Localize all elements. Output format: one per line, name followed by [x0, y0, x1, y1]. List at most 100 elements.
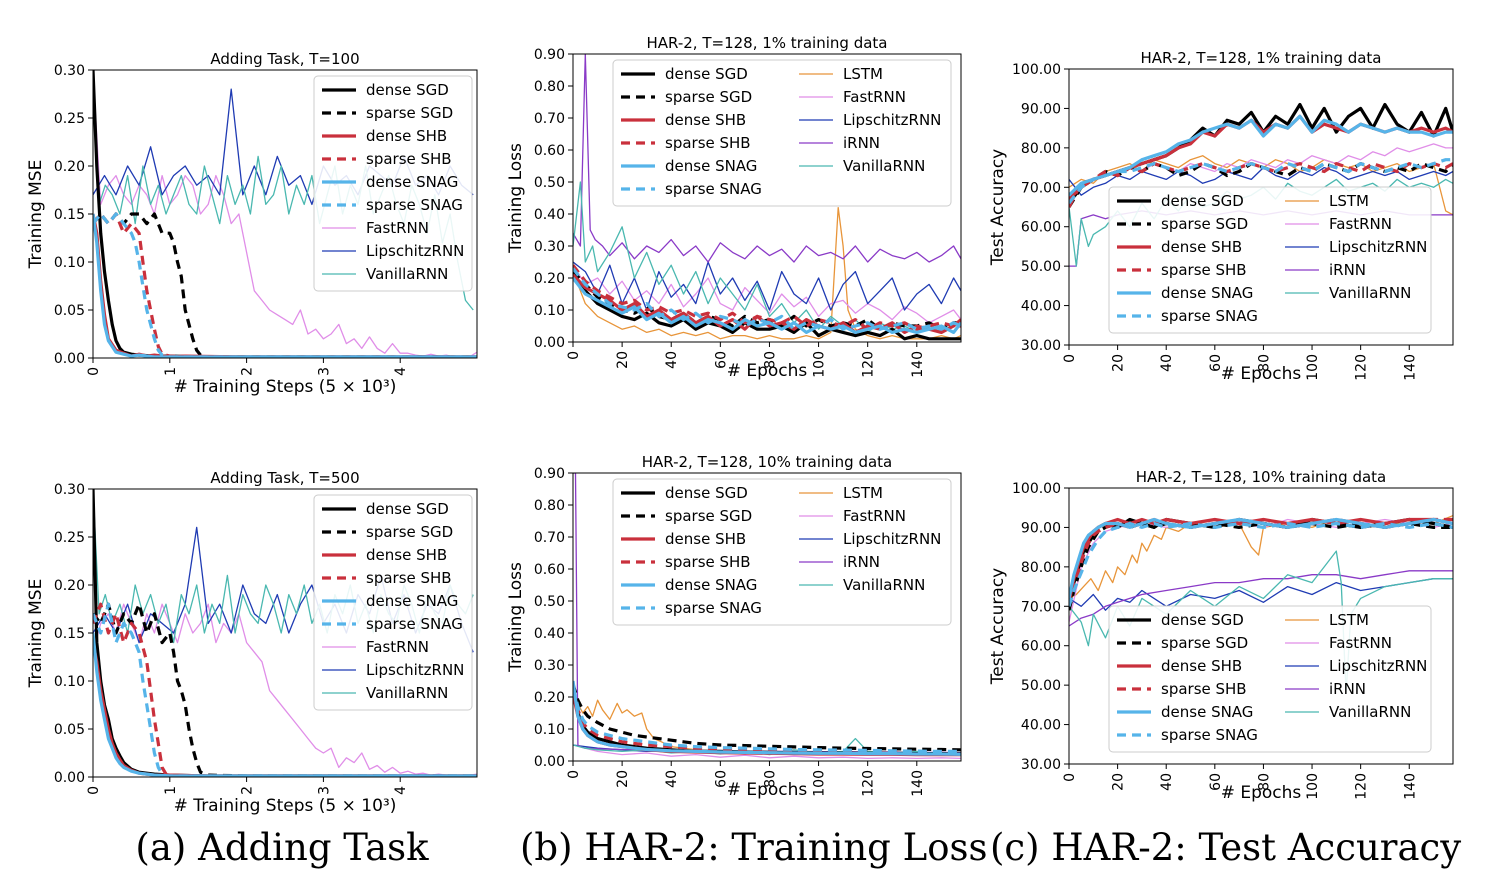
x-tick-label: 0 — [1062, 354, 1078, 363]
chart-title: HAR-2, T=128, 10% training data — [1136, 468, 1387, 486]
legend-label-sparse-snag: sparse SNAG — [366, 196, 463, 214]
legend-box — [313, 75, 473, 292]
legend: dense SGD sparse SGD dense SHB sparse SHB de… — [612, 478, 952, 626]
y-tick-label: 100.00 — [1012, 62, 1061, 78]
y-tick-label: 0.60 — [534, 143, 565, 159]
plot-frame — [1068, 487, 1454, 765]
x-tick-label: 140 — [1402, 773, 1418, 800]
series-line-sparse-snag — [93, 212, 477, 358]
series-line-sparse-snag — [1069, 521, 1453, 607]
series-line-dense-shb — [1069, 517, 1453, 603]
legend-label-sparse-snag: sparse SNAG — [1161, 726, 1258, 744]
y-tick-label: 0.30 — [534, 658, 565, 674]
plot-frame — [572, 53, 962, 343]
y-tick-label: 0.20 — [534, 690, 565, 706]
y-tick-label: 0.90 — [534, 466, 565, 482]
x-tick-label: 40 — [664, 770, 680, 788]
legend-label-dense-sgd: dense SGD — [665, 65, 748, 83]
series-line-sparse-snag — [1069, 158, 1453, 205]
caption-adding-task: (a) Adding Task — [135, 826, 429, 869]
y-tick-label: 0.10 — [54, 255, 85, 271]
x-axis-label: # Epochs — [1221, 364, 1302, 384]
y-tick-label: 0.70 — [534, 111, 565, 127]
legend-label-lipschitzrnn: LipschitzRNN — [843, 111, 941, 129]
series-line-dense-sgd — [1069, 517, 1453, 607]
legend-label-sparse-snag: sparse SNAG — [366, 615, 463, 633]
legend-label-dense-snag: dense SNAG — [366, 173, 458, 191]
y-tick-label: 0.80 — [534, 498, 565, 514]
series-group — [93, 489, 477, 777]
x-tick-label: 140 — [1402, 354, 1418, 381]
y-tick-label: 0.60 — [534, 562, 565, 578]
series-line-sparse-snag — [573, 687, 961, 754]
x-tick-label: 140 — [910, 770, 926, 797]
y-axis-label: Training Loss — [506, 143, 526, 254]
legend-box — [612, 478, 952, 626]
legend-label-lstm: LSTM — [843, 65, 883, 83]
x-tick-label: 80 — [762, 770, 778, 788]
legend-label-dense-sgd: dense SGD — [366, 500, 449, 518]
series-line-fastrnn — [573, 264, 961, 324]
caption-har2-training-loss: (b) HAR-2: Training Loss — [520, 826, 988, 869]
legend-label-irnn: iRNN — [1329, 680, 1366, 698]
y-tick-label: 0.00 — [54, 770, 85, 786]
legend-label-fastrnn: FastRNN — [366, 219, 429, 237]
x-tick-label: 0 — [86, 786, 102, 795]
series-line-sparse-shb — [573, 690, 961, 754]
series-line-fastrnn — [93, 70, 477, 358]
legend-label-dense-snag: dense SNAG — [366, 592, 458, 610]
legend-label-lstm: LSTM — [843, 484, 883, 502]
y-tick-label: 0.30 — [534, 239, 565, 255]
legend-label-vanillarnn: VanillaRNN — [843, 157, 925, 175]
plot-frame — [1068, 68, 1454, 346]
legend-box — [1108, 605, 1432, 753]
chart-panel-4: HAR-2, T=128, 10% training data 0.00 0.10 0… — [506, 453, 962, 800]
legend-label-sparse-shb: sparse SHB — [665, 553, 751, 571]
series-line-vanillarnn — [573, 181, 961, 334]
y-axis-label: Training MSE — [26, 579, 46, 689]
x-tick-label: 20 — [615, 351, 631, 369]
y-tick-label: 0.00 — [534, 335, 565, 351]
x-tick-label: 120 — [861, 770, 877, 797]
chart-panel-5: HAR-2, T=128, 10% training data 30.00 40.0… — [988, 468, 1454, 803]
y-tick-label: 0.10 — [534, 303, 565, 319]
legend-box — [1108, 186, 1432, 334]
x-tick-label: 60 — [713, 770, 729, 788]
y-axis-label: Training Loss — [506, 562, 526, 673]
y-tick-label: 50.00 — [1021, 259, 1061, 275]
x-tick-label: 40 — [1159, 773, 1175, 791]
legend-label-dense-shb: dense SHB — [366, 127, 447, 145]
legend-label-irnn: iRNN — [1329, 261, 1366, 279]
x-tick-label: 0 — [86, 367, 102, 376]
series-line-lipschitzrnn — [1069, 578, 1453, 611]
legend-label-dense-snag: dense SNAG — [665, 157, 757, 175]
y-tick-label: 0.10 — [54, 674, 85, 690]
y-tick-label: 0.00 — [534, 754, 565, 770]
x-tick-label: 40 — [1159, 354, 1175, 372]
x-tick-label: 60 — [713, 351, 729, 369]
x-tick-label: 1 — [163, 786, 179, 795]
y-tick-label: 50.00 — [1021, 678, 1061, 694]
legend-label-sparse-snag: sparse SNAG — [665, 599, 762, 617]
y-tick-label: 70.00 — [1021, 599, 1061, 615]
x-tick-label: 100 — [1305, 354, 1321, 381]
y-tick-label: 30.00 — [1021, 757, 1061, 773]
series-line-sparse-shb — [1069, 517, 1453, 607]
legend-label-sparse-snag: sparse SNAG — [1161, 307, 1258, 325]
legend-label-dense-snag: dense SNAG — [1161, 703, 1253, 721]
series-line-dense-snag — [573, 680, 961, 756]
y-axis-label: Test Accuracy — [988, 568, 1008, 686]
y-tick-label: 80.00 — [1021, 560, 1061, 576]
series-line-sparse-snag — [573, 267, 961, 331]
y-tick-label: 0.30 — [54, 482, 85, 498]
legend-label-lipschitzrnn: LipschitzRNN — [1329, 657, 1427, 675]
y-tick-label: 0.80 — [534, 79, 565, 95]
y-tick-label: 0.30 — [54, 63, 85, 79]
legend-label-sparse-sgd: sparse SGD — [665, 88, 752, 106]
legend: dense SGD sparse SGD dense SHB sparse SHB de… — [1108, 605, 1432, 753]
chart-title: Adding Task, T=100 — [210, 50, 359, 68]
y-tick-label: 0.15 — [54, 207, 85, 223]
y-tick-label: 0.50 — [534, 175, 565, 191]
series-line-dense-snag — [573, 277, 961, 334]
